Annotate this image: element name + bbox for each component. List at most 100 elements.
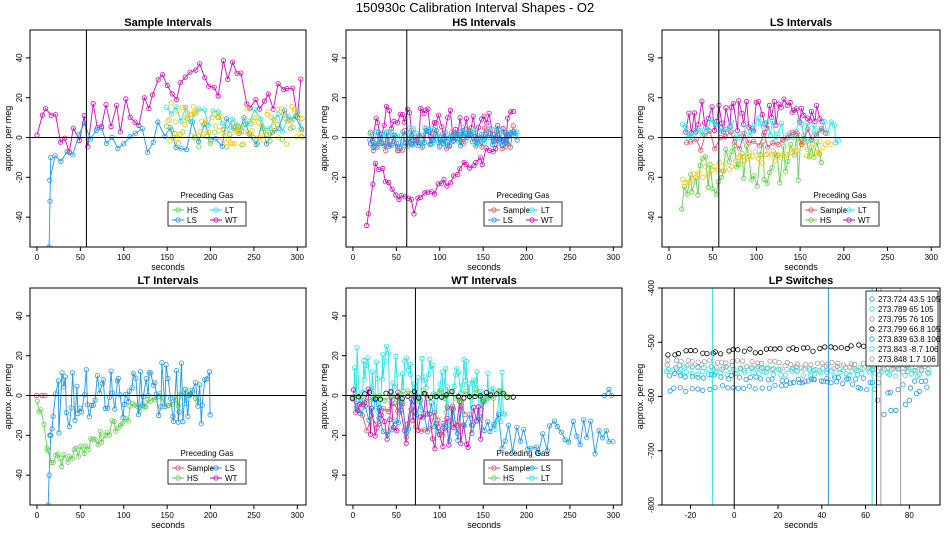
data-point [455, 171, 461, 177]
data-point [435, 112, 442, 118]
data-point [846, 376, 852, 382]
data-point [351, 397, 357, 403]
data-point [544, 448, 550, 454]
data-point [165, 375, 171, 382]
legend-entry: LT [225, 206, 234, 215]
data-point [729, 148, 735, 154]
data-point [100, 376, 106, 383]
data-point [419, 355, 425, 361]
data-point [743, 376, 749, 382]
data-point [464, 441, 470, 447]
data-point [238, 124, 244, 130]
data-point [178, 118, 184, 124]
data-point [295, 108, 301, 114]
data-point [881, 411, 887, 417]
data-point [900, 369, 906, 375]
data-point [512, 130, 518, 136]
plot-frame [345, 287, 623, 506]
data-point [808, 144, 814, 150]
data-point [682, 374, 688, 380]
data-point [180, 418, 186, 425]
data-point [252, 107, 258, 113]
data-point [73, 445, 79, 451]
data-point [298, 129, 304, 135]
data-point [740, 358, 746, 364]
data-point [821, 118, 827, 125]
x-tick-label: 200 [204, 253, 218, 262]
data-point [584, 435, 590, 441]
data-point [895, 386, 901, 393]
data-point [92, 437, 98, 443]
data-point [808, 109, 815, 115]
data-point [689, 359, 695, 365]
data-point [160, 72, 166, 78]
data-point [667, 388, 673, 394]
data-point [429, 436, 436, 442]
data-point [68, 405, 74, 411]
data-point [606, 439, 612, 445]
data-point [259, 122, 265, 128]
data-point [812, 118, 818, 125]
data-point [390, 380, 396, 386]
data-point [804, 146, 811, 152]
data-point [679, 121, 686, 127]
data-point [905, 366, 912, 372]
data-point [887, 389, 893, 395]
data-point [165, 118, 171, 124]
data-point [382, 179, 389, 185]
data-point [85, 144, 91, 150]
data-point [468, 131, 474, 138]
data-point [829, 359, 835, 366]
data-point [405, 388, 411, 394]
plot-frame [661, 29, 941, 248]
legend-box [483, 201, 563, 227]
data-point [772, 151, 778, 157]
legend: HS LT LS WT [167, 201, 247, 227]
data-point [462, 388, 468, 394]
x-tick-label: 300 [925, 253, 939, 262]
legend-title: Preceding Gas [497, 449, 550, 458]
data-point [265, 109, 271, 115]
data-point [502, 438, 508, 444]
data-point [799, 380, 805, 386]
data-point [739, 110, 745, 116]
data-point [481, 113, 487, 119]
data-point [108, 368, 114, 374]
data-point [418, 428, 424, 434]
data-point [387, 416, 393, 423]
data-point [517, 438, 524, 444]
data-point [366, 417, 372, 423]
data-point [413, 411, 420, 418]
data-point [774, 151, 781, 157]
data-point [473, 159, 479, 166]
data-point [747, 346, 753, 352]
data-point [211, 111, 217, 117]
data-point [840, 380, 846, 387]
data-point [709, 104, 715, 110]
data-point [565, 439, 572, 445]
data-point [117, 422, 124, 428]
data-point [410, 126, 417, 132]
data-point [811, 122, 817, 128]
data-point [503, 140, 509, 146]
data-point [433, 393, 439, 400]
data-point [683, 348, 689, 354]
data-point [574, 433, 580, 439]
data-point [808, 137, 814, 143]
data-point [163, 123, 169, 129]
data-point [466, 393, 473, 400]
legend-title: Preceding Gas [181, 449, 234, 458]
data-point [249, 128, 255, 134]
data-point [771, 98, 777, 105]
legend-entry: Sample [503, 206, 531, 215]
data-point [425, 106, 431, 112]
data-point [458, 440, 464, 446]
data-point [66, 453, 73, 460]
data-point [383, 103, 389, 109]
data-point [731, 139, 738, 145]
data-point [715, 179, 721, 185]
data-point [926, 371, 932, 377]
data-point [443, 392, 449, 398]
